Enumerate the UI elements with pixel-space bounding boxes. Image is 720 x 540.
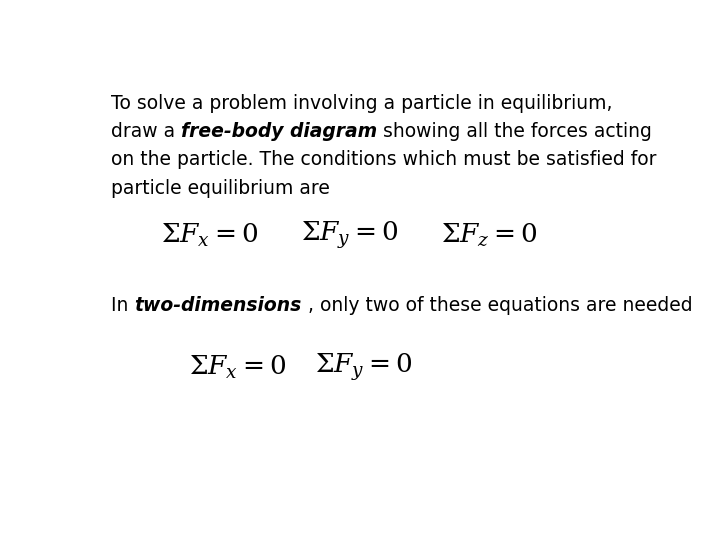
Text: To solve a problem involving a particle in equilibrium,: To solve a problem involving a particle … <box>111 94 613 113</box>
Text: , only two of these equations are needed: , only two of these equations are needed <box>302 295 693 315</box>
Text: $\Sigma F_y= 0$: $\Sigma F_y= 0$ <box>315 352 412 383</box>
Text: In: In <box>111 295 135 315</box>
Text: free-body diagram: free-body diagram <box>181 122 377 141</box>
Text: $\Sigma F_x= 0$: $\Sigma F_x= 0$ <box>161 222 258 249</box>
Text: $\Sigma F_x= 0$: $\Sigma F_x= 0$ <box>189 354 287 381</box>
Text: showing all the forces acting: showing all the forces acting <box>377 122 652 141</box>
Text: $\Sigma F_z= 0$: $\Sigma F_z= 0$ <box>441 222 537 249</box>
Text: $\Sigma F_y= 0$: $\Sigma F_y= 0$ <box>301 219 398 251</box>
Text: draw a: draw a <box>111 122 181 141</box>
Text: particle equilibrium are: particle equilibrium are <box>111 179 330 198</box>
Text: two-dimensions: two-dimensions <box>135 295 302 315</box>
Text: on the particle. The conditions which must be satisfied for: on the particle. The conditions which mu… <box>111 151 657 170</box>
